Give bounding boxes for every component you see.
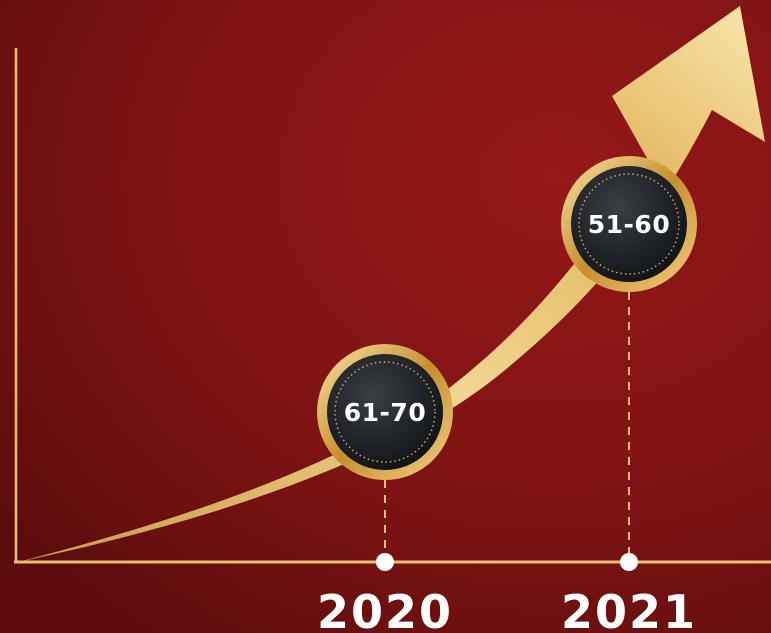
badge-dotted-border [334,361,436,463]
axis-dot-2020 [376,553,394,571]
badge-dotted-border [578,173,680,275]
x-tick-label-2020: 2020 [317,585,453,633]
axis-dot-2021 [620,553,638,571]
data-point-2021: 51-60 [561,156,697,292]
badge-face [327,354,443,470]
data-label: 51-60 [588,210,670,239]
growth-arrow [18,6,765,562]
data-label: 61-70 [344,398,426,427]
x-tick-label-2021: 2021 [561,585,697,633]
data-point-2020: 61-70 [317,344,453,480]
badge-face [571,166,687,282]
